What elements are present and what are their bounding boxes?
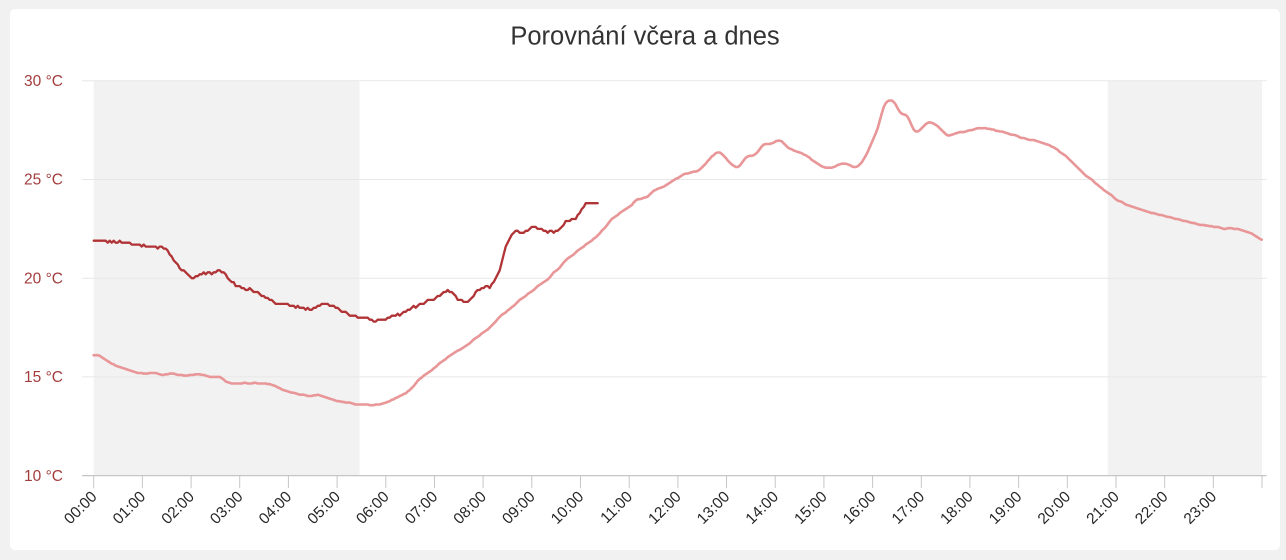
svg-text:Porovnání včera a dnes: Porovnání včera a dnes bbox=[510, 23, 779, 51]
svg-text:20 °C: 20 °C bbox=[24, 270, 63, 287]
svg-text:30 °C: 30 °C bbox=[24, 73, 63, 90]
svg-text:10 °C: 10 °C bbox=[24, 468, 63, 485]
svg-text:25 °C: 25 °C bbox=[24, 172, 63, 189]
svg-text:15 °C: 15 °C bbox=[24, 369, 63, 386]
